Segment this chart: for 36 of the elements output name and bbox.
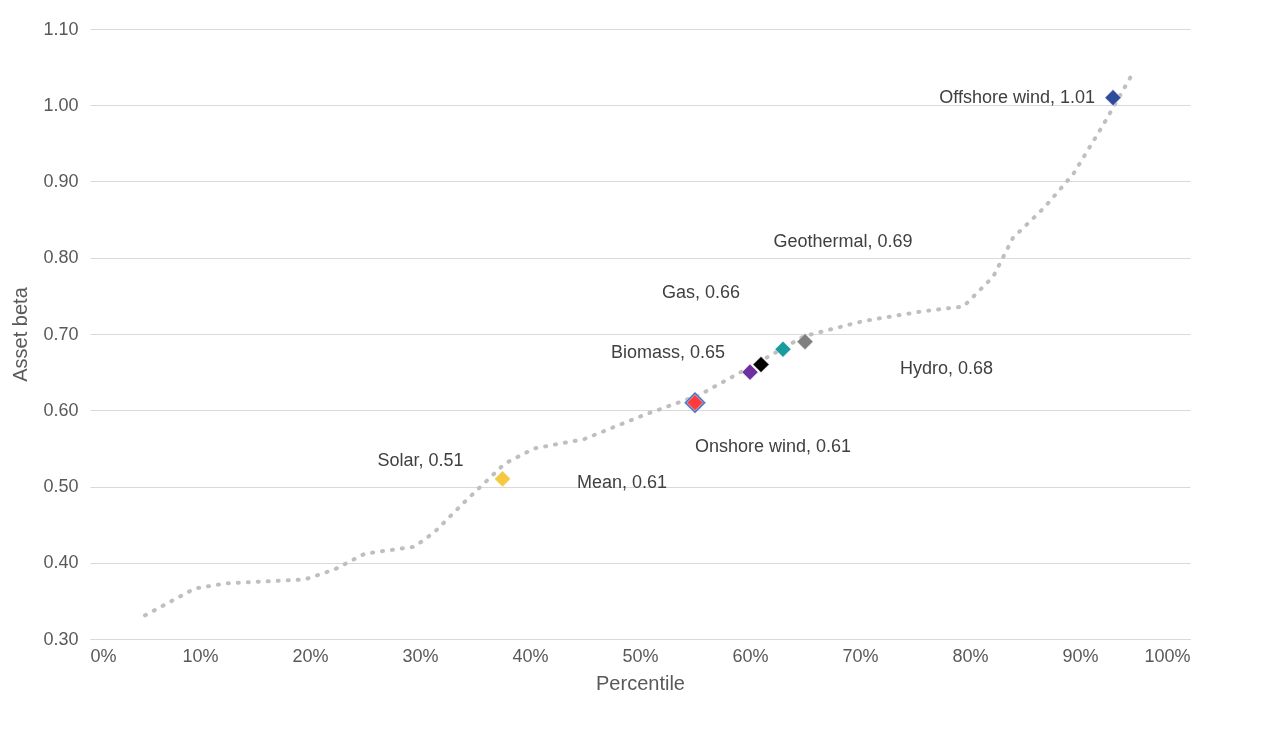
text: Geothermal, 0.69 — [773, 230, 913, 251]
point — [774, 340, 792, 358]
x-tick-label: 0% — [90, 645, 117, 666]
x-axis-title: Percentile — [596, 671, 685, 694]
x-tick-label: 80% — [952, 645, 989, 666]
y-tick-label: 0.40 — [43, 552, 79, 573]
x-tick-label: 10% — [182, 645, 219, 666]
y-tick-label: 0.50 — [43, 476, 79, 496]
point — [741, 363, 759, 381]
point — [796, 333, 814, 350]
y-tick-label: 0.30 — [43, 628, 79, 649]
x-tick-label: 90% — [1062, 645, 1099, 666]
x-tick-label: 60% — [732, 645, 769, 666]
text: Offshore wind, 1.01 — [939, 86, 1095, 107]
x-tick-label: 100% — [1144, 645, 1191, 666]
text: Gas, 0.66 — [661, 281, 741, 302]
y-axis-title: Asset beta — [9, 286, 32, 382]
x-tick-label: 50% — [622, 645, 659, 666]
x-tick-label: 20% — [292, 645, 329, 666]
y-tick-label: 1.00 — [43, 94, 79, 115]
text: Mean, 0.61 — [576, 471, 667, 492]
text: Biomass, 0.65 — [610, 342, 725, 363]
point — [494, 470, 511, 488]
x-tick-label: 40% — [512, 645, 549, 666]
y-tick-label: 0.90 — [43, 171, 79, 191]
text: Solar, 0.51 — [377, 449, 464, 470]
text: Hydro, 0.68 — [900, 358, 994, 379]
x-tick-label: 70% — [842, 645, 879, 666]
y-tick-label: 1.10 — [43, 18, 79, 39]
point — [752, 356, 770, 373]
point — [1104, 89, 1122, 106]
y-tick-label: 0.80 — [43, 247, 79, 268]
y-tick-label: 0.60 — [43, 399, 79, 420]
x-tick-label: 30% — [402, 645, 439, 666]
y-tick-label: 0.70 — [43, 323, 79, 344]
text: Onshore wind, 0.61 — [695, 435, 852, 456]
